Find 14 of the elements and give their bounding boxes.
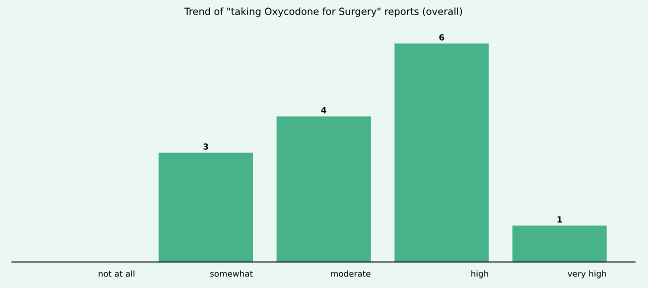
data-label: 4 xyxy=(321,107,326,114)
x-tick-label: somewhat xyxy=(210,270,253,277)
x-tick-label: very high xyxy=(568,270,606,278)
data-label: 1 xyxy=(558,216,562,222)
bar xyxy=(158,152,253,262)
chart-title: Trend of "taking Oxycodone for Surgery" reports (overall) xyxy=(184,8,462,17)
x-tick-label: high xyxy=(471,270,488,278)
data-label: 6 xyxy=(439,34,444,40)
x-tick-label: moderate xyxy=(331,270,370,277)
data-label: 3 xyxy=(203,143,208,150)
bar xyxy=(276,116,371,262)
bar xyxy=(512,226,607,262)
x-tick-label: not at all xyxy=(98,270,134,277)
bar xyxy=(394,43,489,262)
